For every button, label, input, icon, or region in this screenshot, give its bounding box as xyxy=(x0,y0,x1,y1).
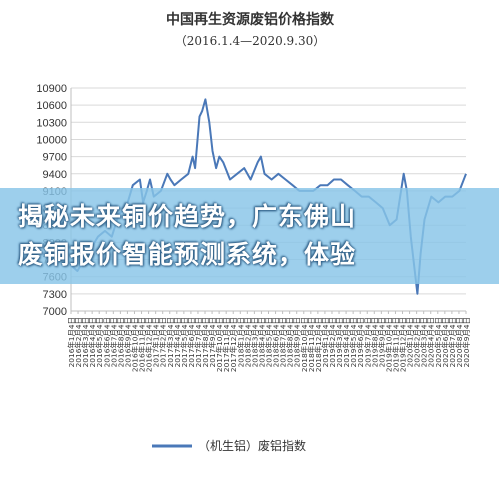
x-tick-label: 2018年9月4日 xyxy=(293,317,302,367)
x-axis: 2016年1月4日2016年2月4日2016年3月4日2016年4月4日2016… xyxy=(67,310,471,372)
x-tick-label: 2017年12月4日 xyxy=(229,317,238,372)
x-tick-label: 2019年6月4日 xyxy=(356,317,365,367)
y-tick-label: 9400 xyxy=(43,169,67,181)
x-tick-label: 2018年6月4日 xyxy=(272,317,281,367)
x-tick-label: 2016年4月4日 xyxy=(88,317,97,367)
y-tick-label: 7000 xyxy=(43,306,67,318)
y-tick-label: 10300 xyxy=(36,117,67,129)
legend-label: （机生铝）废铝指数 xyxy=(198,438,306,453)
chart-title: 中国再生资源废铝价格指数 xyxy=(166,11,335,28)
x-tick-label: 2017年3月4日 xyxy=(166,317,175,367)
x-tick-label: 2016年10月4日 xyxy=(130,317,139,372)
x-tick-label: 2017年2月4日 xyxy=(159,317,168,367)
y-tick-label: 10600 xyxy=(36,100,67,112)
banner-line-2: 废铜报价智能预测系统，体验 xyxy=(18,240,357,269)
y-tick-label: 10900 xyxy=(36,83,67,95)
x-tick-label: 2020年6月4日 xyxy=(441,317,450,367)
x-tick-label: 2020年1月4日 xyxy=(406,317,415,367)
x-tick-label: 2018年5月4日 xyxy=(265,317,274,367)
x-tick-label: 2018年1月4日 xyxy=(236,317,245,367)
x-tick-label: 2019年4月4日 xyxy=(342,317,351,367)
x-tick-label: 2017年10月4日 xyxy=(215,317,224,372)
y-tick-label: 10000 xyxy=(36,134,67,146)
x-tick-label: 2016年6月4日 xyxy=(102,317,111,367)
x-tick-label: 2016年5月4日 xyxy=(95,317,104,367)
x-tick-label: 2017年5月4日 xyxy=(180,317,189,367)
x-tick-label: 2017年6月4日 xyxy=(187,317,196,367)
x-tick-label: 2018年7月4日 xyxy=(279,317,288,367)
x-tick-label: 2019年11月4日 xyxy=(391,317,400,372)
x-tick-label: 2019年12月4日 xyxy=(399,317,408,372)
x-tick-label: 2016年11月4日 xyxy=(138,317,147,372)
x-tick-label: 2018年8月4日 xyxy=(286,317,295,367)
x-tick-label: 2018年11月4日 xyxy=(307,317,316,372)
x-tick-label: 2019年2月4日 xyxy=(328,317,337,367)
x-tick-label: 2017年11月4日 xyxy=(222,317,231,372)
x-tick-label: 2018年4月4日 xyxy=(257,317,266,367)
x-tick-label: 2016年9月4日 xyxy=(123,317,132,367)
overlay-banner: 揭秘未来铜价趋势，广东佛山 废铜报价智能预测系统，体验 xyxy=(0,188,499,284)
x-tick-label: 2019年5月4日 xyxy=(349,317,358,367)
x-tick-label: 2019年1月4日 xyxy=(321,317,330,367)
x-tick-label: 2020年4月4日 xyxy=(427,317,436,367)
x-tick-label: 2016年7月4日 xyxy=(109,317,118,367)
x-tick-label: 2017年1月4日 xyxy=(152,317,161,367)
x-tick-label: 2020年2月4日 xyxy=(413,317,422,367)
x-tick-label: 2016年1月4日 xyxy=(67,317,76,367)
x-tick-label: 2016年8月4日 xyxy=(116,317,125,367)
x-tick-label: 2017年9月4日 xyxy=(208,317,217,367)
x-tick-label: 2020年7月4日 xyxy=(448,317,457,367)
x-tick-label: 2017年8月4日 xyxy=(201,317,210,367)
x-tick-label: 2020年8月4日 xyxy=(455,317,464,367)
x-tick-label: 2016年12月4日 xyxy=(145,317,154,372)
banner-line-1: 揭秘未来铜价趋势，广东佛山 xyxy=(18,202,357,231)
x-tick-label: 2019年8月4日 xyxy=(370,317,379,367)
x-tick-label: 2019年9月4日 xyxy=(377,317,386,367)
x-tick-label: 2020年3月4日 xyxy=(420,317,429,367)
x-tick-label: 2020年5月4日 xyxy=(434,317,443,367)
x-tick-label: 2018年10月4日 xyxy=(300,317,309,372)
y-tick-label: 7300 xyxy=(43,289,67,301)
x-tick-label: 2017年7月4日 xyxy=(194,317,203,367)
x-tick-label: 2019年3月4日 xyxy=(335,317,344,367)
x-tick-label: 2018年3月4日 xyxy=(250,317,259,367)
legend: （机生铝）废铝指数 xyxy=(152,438,306,453)
y-tick-label: 9700 xyxy=(43,152,67,164)
x-tick-label: 2018年12月4日 xyxy=(314,317,323,372)
x-tick-label: 2017年4月4日 xyxy=(173,317,182,367)
x-tick-label: 2016年2月4日 xyxy=(74,317,83,367)
chart-subtitle: （2016.1.4—2020.9.30） xyxy=(175,34,326,48)
x-tick-label: 2019年10月4日 xyxy=(384,317,393,372)
x-tick-label: 2019年7月4日 xyxy=(363,317,372,367)
x-tick-label: 2018年2月4日 xyxy=(243,317,252,367)
x-tick-label: 2020年9月4日 xyxy=(462,317,471,367)
x-tick-label: 2016年3月4日 xyxy=(81,317,90,367)
